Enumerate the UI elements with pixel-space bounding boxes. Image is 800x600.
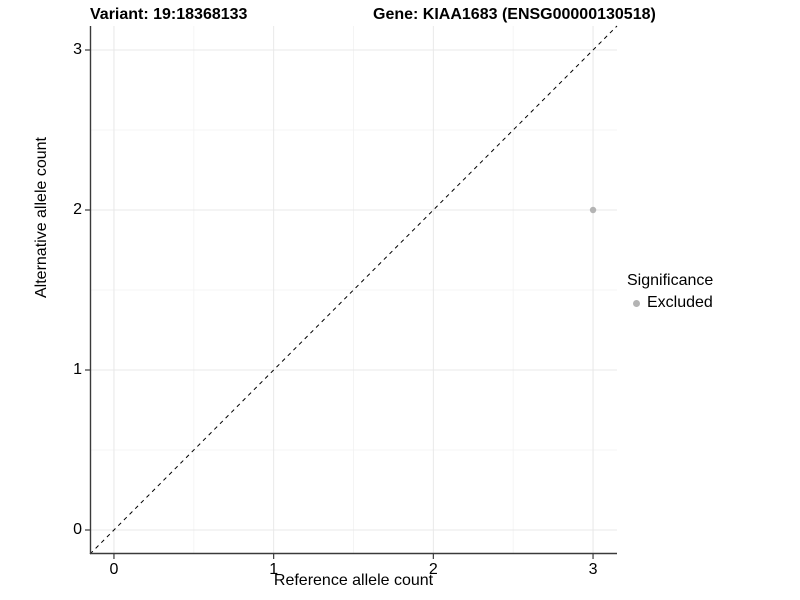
y-tick-label: 0 bbox=[73, 521, 82, 538]
legend-entry: Excluded bbox=[627, 294, 713, 312]
x-tick-label: 3 bbox=[588, 561, 598, 578]
data-point bbox=[589, 206, 597, 214]
plot-title-variant: Variant: 19:18368133 bbox=[90, 6, 248, 23]
plot-canvas bbox=[85, 25, 618, 559]
legend-point-icon bbox=[627, 294, 645, 312]
legend-title: Significance bbox=[627, 272, 714, 289]
y-tick-label: 3 bbox=[73, 41, 82, 58]
plot-title-gene: Gene: KIAA1683 (ENSG00000130518) bbox=[373, 6, 656, 23]
x-tick-label: 0 bbox=[109, 561, 119, 578]
plot-panel bbox=[85, 25, 618, 559]
x-axis-title: Reference allele count bbox=[273, 572, 434, 589]
legend-entries: Excluded bbox=[627, 294, 713, 312]
y-tick-label: 1 bbox=[73, 361, 82, 378]
x-tick-label: 1 bbox=[269, 561, 279, 578]
legend: Significance Excluded bbox=[627, 272, 713, 312]
legend-entry-label: Excluded bbox=[647, 294, 713, 311]
y-axis-title: Alternative allele count bbox=[33, 137, 50, 298]
x-tick-label: 2 bbox=[428, 561, 438, 578]
y-tick-label: 2 bbox=[73, 201, 82, 218]
